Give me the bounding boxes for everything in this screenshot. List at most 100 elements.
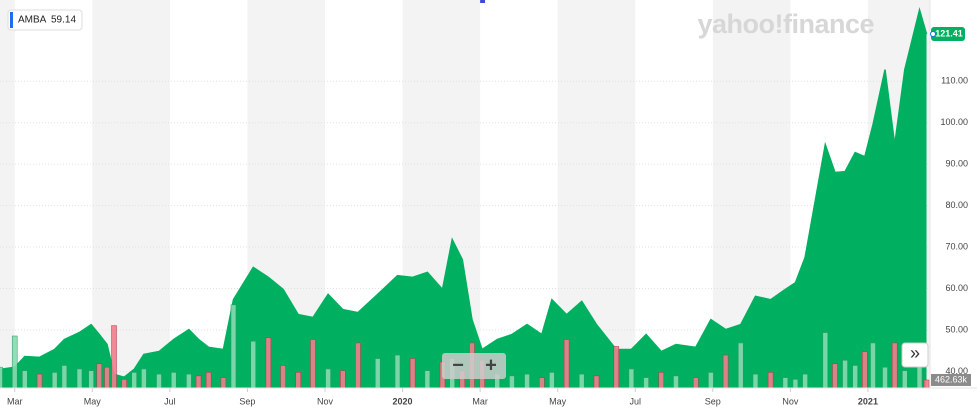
volume-bar [280, 365, 286, 389]
volume-bar [524, 373, 530, 389]
volume-bar [509, 375, 515, 389]
brand-logo: yahoo!finance [697, 9, 874, 39]
volume-bar [643, 377, 649, 389]
x-tick-label: Sep [705, 396, 721, 406]
volume-bar [722, 354, 729, 389]
x-tick-label: May [549, 396, 567, 406]
volume-bar [22, 370, 28, 389]
volume-bar [752, 373, 759, 389]
volume-bar [923, 379, 930, 389]
volume-bar [141, 368, 147, 389]
y-tick-label: 100.00 [940, 117, 968, 127]
volume-bar [613, 346, 620, 389]
volume-bar [96, 363, 103, 389]
legend-swatch [10, 12, 13, 28]
volume-bar [265, 337, 272, 389]
expand-button[interactable]: » [910, 343, 920, 363]
x-tick-label: May [84, 396, 102, 406]
volume-bar [673, 375, 679, 389]
volume-bar [156, 373, 162, 389]
zoom-in-button[interactable]: + [485, 354, 497, 376]
volume-bar [104, 366, 110, 389]
volume-bar [394, 354, 401, 389]
volume-bar [901, 370, 908, 389]
volume-bar [11, 335, 18, 389]
volume-bar [0, 366, 3, 389]
volume-bar [409, 358, 416, 389]
volume-bar [792, 379, 799, 389]
y-tick-label: 110.00 [941, 76, 968, 86]
volume-bar [882, 366, 888, 389]
volume-bar [692, 377, 699, 389]
x-tick-label: Nov [782, 396, 799, 406]
volume-bar [708, 372, 714, 389]
area-fill [0, 9, 927, 388]
price-line [0, 7, 928, 379]
volume-bar [36, 373, 43, 389]
y-tick-label: 50.00 [945, 324, 968, 334]
volume-bar [737, 342, 744, 389]
last-price-tag [931, 26, 965, 41]
volume-bar [374, 358, 381, 389]
volume-bar [170, 372, 177, 389]
volume-bar [832, 363, 838, 389]
volume-bar [862, 351, 868, 389]
bg-stripe [92, 0, 170, 388]
volume-bar [131, 372, 137, 389]
y-tick-label: 80.00 [945, 200, 968, 210]
volume-bar [628, 368, 635, 389]
volume-bar [325, 368, 331, 389]
x-tick-label: Nov [317, 396, 334, 406]
volume-bar [563, 339, 570, 389]
volume-bar [295, 372, 302, 389]
x-tick-label: 2020 [393, 396, 413, 406]
volume-bar [852, 365, 858, 389]
bg-stripe [0, 0, 15, 388]
x-tick-label: Jul [164, 396, 176, 406]
volume-bar [355, 342, 361, 389]
volume-bar [767, 372, 774, 389]
x-tick-label: Mar [7, 396, 23, 406]
volume-bar [195, 375, 202, 389]
volume-bar [121, 379, 127, 389]
volume-bar [891, 342, 898, 389]
volume-bar [220, 377, 227, 389]
expand-panel[interactable] [901, 342, 929, 368]
x-tick-label: Sep [239, 396, 255, 406]
volume-tag-label: 462.63k [935, 374, 968, 384]
volume-bar [870, 342, 876, 389]
volume-bar [578, 373, 585, 389]
volume-bar [61, 365, 68, 389]
volume-bar [593, 375, 600, 389]
y-tick-label: 90.00 [945, 159, 968, 169]
legend-value: 59.14 [51, 15, 76, 26]
x-tick-label: Jul [629, 396, 641, 406]
volume-bar [424, 370, 431, 389]
y-tick-label: 60.00 [945, 283, 968, 293]
volume-bar [250, 340, 257, 389]
zoom-panel [442, 353, 506, 379]
last-price-dot [930, 30, 936, 37]
volume-bar [230, 304, 237, 389]
volume-bar [186, 373, 192, 389]
volume-bar [76, 368, 83, 389]
volume-bar [842, 359, 848, 389]
volume-bar [658, 372, 665, 389]
volume-bar [88, 370, 94, 389]
volume-bar [538, 377, 545, 389]
volume-bar [822, 332, 829, 389]
volume-bar [111, 325, 117, 389]
volume-bar [782, 377, 789, 389]
y-tick-label: 70.00 [945, 241, 968, 251]
volume-bar [340, 370, 346, 389]
last-price-label: 121.41 [935, 28, 963, 38]
volume-bar [205, 372, 212, 389]
zoom-out-button[interactable]: − [452, 354, 464, 376]
x-tick-label: Mar [472, 396, 488, 406]
legend-box[interactable] [7, 9, 83, 31]
legend-symbol: AMBA [18, 15, 47, 26]
volume-bar [802, 373, 808, 389]
volume-bar [549, 372, 555, 389]
volume-tag [931, 373, 971, 386]
